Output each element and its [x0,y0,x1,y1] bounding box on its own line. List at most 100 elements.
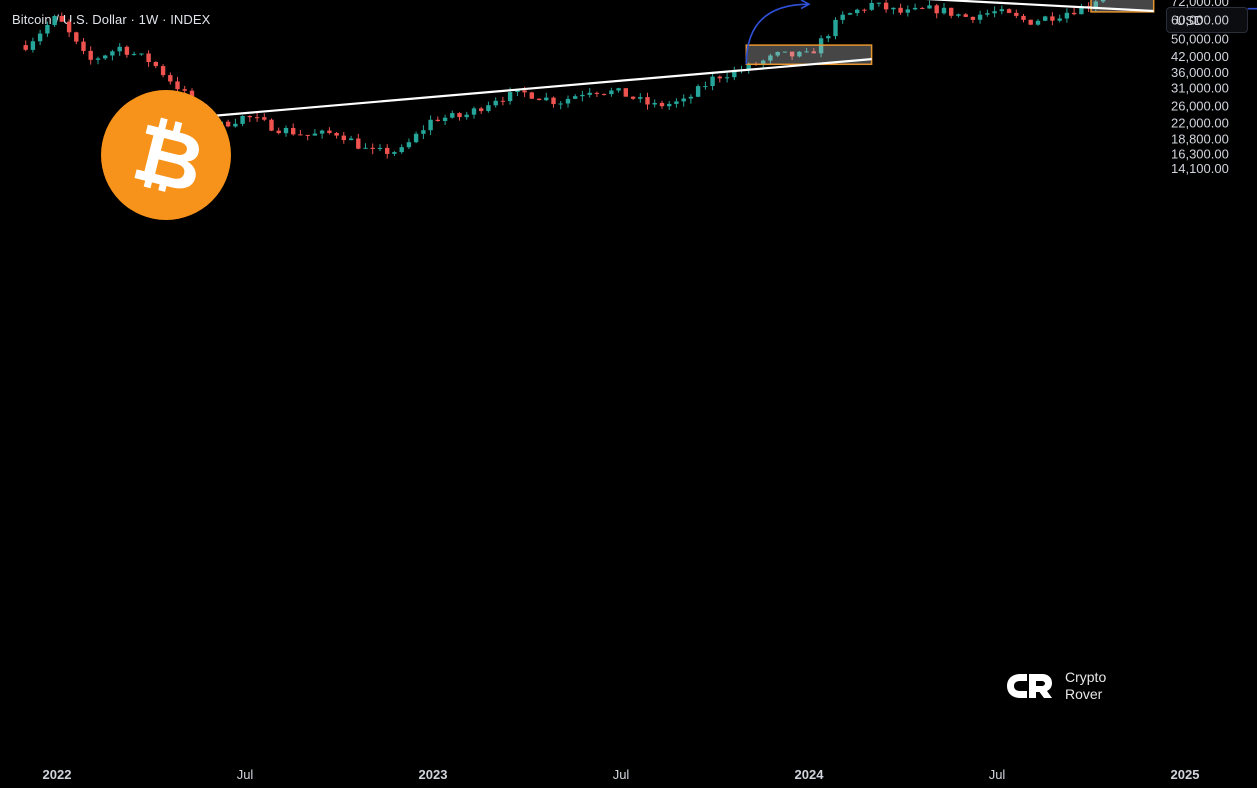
candle [298,129,303,136]
candle [52,14,57,27]
candle [81,38,86,55]
candle [457,112,462,121]
candle [1043,15,1048,22]
y-tick-label: 18,800.00 [1171,132,1229,147]
candle [471,106,477,119]
candle [732,66,737,81]
x-tick-label: 2024 [795,767,825,782]
candle [934,4,939,19]
candle [23,40,28,52]
candle [782,51,788,53]
brand-name: Crypto Rover [1065,669,1106,703]
candle [370,143,375,155]
y-tick-label: 14,100.00 [1171,161,1229,176]
brand-line-1: Crypto [1065,669,1107,685]
candle [609,87,614,97]
x-tick-label: 2022 [43,767,72,782]
time-axis[interactable]: 2022Jul2023Jul2024Jul2025Jul2026Jul2027J… [43,767,1257,782]
candle [1028,19,1033,26]
y-tick-label: 36,000.00 [1171,65,1229,80]
y-tick-label: 22,000.00 [1171,116,1229,131]
candle [464,111,469,120]
y-tick-label: 42,000.00 [1171,49,1229,64]
trendlines-layer [182,0,1154,120]
candle [117,43,122,56]
trendline-resistance-2024[interactable] [840,0,1154,13]
candle [153,61,158,69]
candle [269,118,274,132]
candle [891,7,896,15]
candle [240,115,245,127]
x-tick-label: Jul [613,767,630,782]
candle [883,0,889,13]
brand-line-2: Rover [1065,686,1103,702]
candle [956,13,961,18]
candle [920,7,925,10]
candle [110,49,115,61]
candle [262,113,267,122]
candle [66,19,72,38]
bitcoin-logo-icon [101,90,231,220]
candle [623,88,628,97]
candle [558,101,563,110]
x-tick-label: Jul [989,767,1006,782]
candle [703,81,708,90]
y-tick-label: 26,000.00 [1171,98,1229,113]
candle [565,95,571,108]
candle [182,85,187,94]
candle [963,13,968,18]
candle [479,106,484,114]
candle [688,94,694,104]
candle [327,127,332,135]
candle [421,125,426,139]
candle [544,92,549,102]
candle [276,127,281,135]
candle [348,135,354,141]
x-tick-label: 2023 [419,767,448,782]
currency-selector[interactable]: USD [1166,7,1248,33]
candle [652,99,657,108]
candle [428,115,433,135]
candle [406,138,412,149]
candle [1064,8,1070,23]
candle [927,0,932,9]
candles-layer [23,0,1106,159]
candle [225,119,231,128]
candle [804,47,809,53]
candle [160,64,166,78]
trendline-support-1[interactable] [182,58,872,120]
price-axis[interactable]: 280,000.00240,000.00200,000.00170,000.00… [1171,0,1236,176]
crypto-rover-brand: Crypto Rover [1003,668,1133,708]
candle [601,93,607,96]
candle [146,50,151,67]
candle [970,16,976,24]
candle [638,93,643,103]
candle [124,45,130,58]
candle [1093,0,1098,13]
candle [413,131,419,144]
candle [1035,19,1041,26]
candle [681,94,686,107]
candle [500,96,506,106]
candle [840,11,845,24]
candle [594,91,600,97]
candle [536,98,542,101]
candle [283,125,289,137]
candle [139,53,144,56]
candle [1014,9,1019,19]
candle [1071,7,1077,16]
candle [334,132,339,139]
candle [551,96,556,108]
candle [999,5,1004,15]
candle [898,3,903,15]
candle [442,114,448,125]
candle [312,129,318,136]
x-tick-label: Jul [237,767,254,782]
candle [175,76,180,92]
candle [905,5,910,17]
candle [493,97,498,108]
candle [1100,0,1106,3]
candle [37,29,43,46]
candle [399,144,404,154]
